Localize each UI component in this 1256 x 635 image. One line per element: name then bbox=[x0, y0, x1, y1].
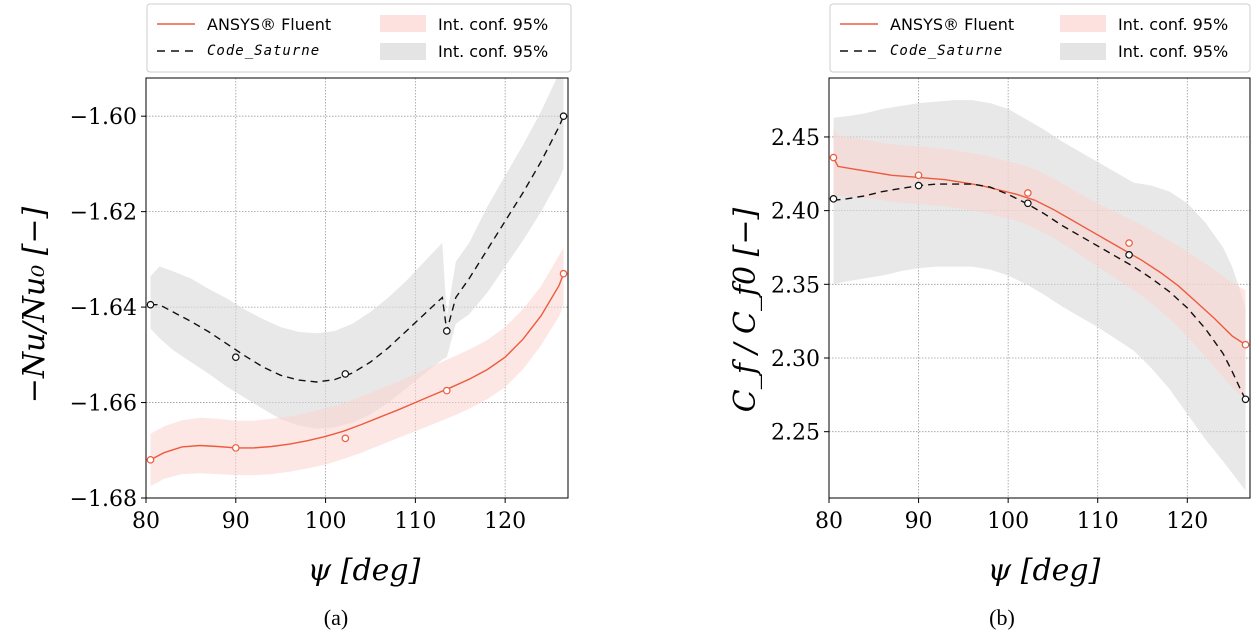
plot-content bbox=[832, 100, 1247, 491]
legend-fluent-band-swatch bbox=[380, 15, 426, 32]
x-tick-label: 120 bbox=[1166, 509, 1208, 534]
saturne-data-point bbox=[559, 112, 568, 120]
fluent-data-point bbox=[1024, 189, 1032, 197]
legend-saturne-band-swatch bbox=[1060, 43, 1106, 60]
x-tick-label: 90 bbox=[222, 509, 250, 534]
axes-frame bbox=[145, 77, 569, 499]
y-tick-label: 2.45 bbox=[771, 126, 820, 151]
legend-saturne-band-label: Int. conf. 95% bbox=[1118, 42, 1228, 61]
panel-a-plot-area: 80 90 100 110 120 −1.68 −1.66 −1.64 −1.62 −1.60 bbox=[70, 77, 569, 534]
saturne-data-point bbox=[829, 195, 838, 203]
y-tick-label: 2.40 bbox=[771, 200, 820, 225]
fluent-data-point bbox=[1125, 239, 1133, 247]
fluent-curve bbox=[150, 273, 565, 461]
x-tick-label: 100 bbox=[305, 509, 347, 534]
saturne-data-point bbox=[146, 300, 155, 309]
fluent-data-point bbox=[442, 386, 451, 395]
y-tick-label: −1.68 bbox=[70, 487, 137, 512]
saturne-curve bbox=[150, 115, 565, 383]
plot-content bbox=[150, 78, 565, 487]
x-tick-label: 90 bbox=[905, 509, 933, 534]
panel-a-caption: (a) bbox=[324, 605, 348, 630]
y-tick-label: −1.66 bbox=[70, 392, 137, 417]
panel-b-plot-area: 80 90 100 110 120 2.25 2.30 2.35 2.40 2.45 bbox=[771, 77, 1251, 534]
fluent-confidence-band bbox=[833, 129, 1246, 400]
panel-b-x-axis-label: ψ [deg] bbox=[988, 553, 1101, 588]
fluent-data-point bbox=[146, 456, 155, 464]
legend-saturne-band-label: Int. conf. 95% bbox=[438, 42, 548, 61]
y-tick-label: 2.35 bbox=[771, 273, 820, 298]
y-tick-label: −1.64 bbox=[70, 296, 137, 321]
axes-frame bbox=[828, 77, 1251, 499]
x-tick-label: 80 bbox=[815, 509, 843, 534]
fluent-confidence-band bbox=[150, 247, 564, 487]
legend-fluent-band-swatch bbox=[1060, 15, 1106, 32]
y-tick-label: 2.30 bbox=[771, 347, 820, 372]
legend-frame bbox=[146, 3, 572, 73]
panel-a-legend: ANSYS® Fluent Code_Saturne Int. conf. 95… bbox=[146, 3, 572, 73]
fluent-data-point bbox=[231, 444, 240, 452]
legend-fluent-label: ANSYS® Fluent bbox=[890, 15, 1014, 34]
legend-saturne-label: Code_Saturne bbox=[207, 43, 320, 59]
legend-fluent-label: ANSYS® Fluent bbox=[207, 15, 331, 34]
y-tick-label: −1.60 bbox=[70, 105, 137, 130]
saturne-data-point bbox=[442, 327, 451, 335]
panel-a: ANSYS® Fluent Code_Saturne Int. conf. 95… bbox=[17, 3, 572, 630]
panel-a-x-axis-label: ψ [deg] bbox=[308, 553, 421, 588]
x-tick-label: 110 bbox=[1077, 509, 1119, 534]
panel-b-y-axis-label: C_f / C_f0 [−] bbox=[728, 207, 763, 412]
legend-frame bbox=[829, 3, 1251, 73]
saturne-curve bbox=[833, 183, 1247, 400]
legend-saturne-band-swatch bbox=[380, 43, 426, 60]
fluent-data-point bbox=[1241, 340, 1250, 349]
legend-fluent-band-label: Int. conf. 95% bbox=[438, 15, 548, 34]
fluent-data-point bbox=[914, 171, 923, 180]
panel-b-legend: ANSYS® Fluent Code_Saturne Int. conf. 95… bbox=[829, 3, 1251, 73]
panel-b-caption: (b) bbox=[989, 605, 1015, 630]
legend-saturne-label: Code_Saturne bbox=[890, 43, 1003, 59]
saturne-data-point bbox=[341, 370, 350, 378]
saturne-data-point bbox=[1024, 199, 1032, 208]
y-tick-label: −1.62 bbox=[70, 201, 137, 226]
fluent-data-point bbox=[341, 434, 350, 443]
x-tick-label: 110 bbox=[394, 509, 436, 534]
saturne-data-point bbox=[1241, 395, 1250, 404]
panel-a-y-axis-label: −Nu/Nu₀ [−] bbox=[17, 206, 52, 403]
x-tick-label: 120 bbox=[484, 509, 526, 534]
panel-b: ANSYS® Fluent Code_Saturne Int. conf. 95… bbox=[728, 3, 1251, 630]
saturne-confidence-band bbox=[150, 78, 564, 429]
fluent-curve bbox=[832, 157, 1246, 346]
saturne-data-point bbox=[231, 353, 240, 362]
x-tick-label: 100 bbox=[987, 509, 1029, 534]
saturne-data-point bbox=[1125, 251, 1133, 259]
x-tick-label: 80 bbox=[132, 509, 160, 534]
saturne-data-point bbox=[914, 181, 923, 190]
fluent-data-point bbox=[559, 269, 568, 278]
y-tick-label: 2.25 bbox=[771, 421, 820, 446]
fluent-data-point bbox=[829, 153, 838, 162]
legend-fluent-band-label: Int. conf. 95% bbox=[1118, 15, 1228, 34]
